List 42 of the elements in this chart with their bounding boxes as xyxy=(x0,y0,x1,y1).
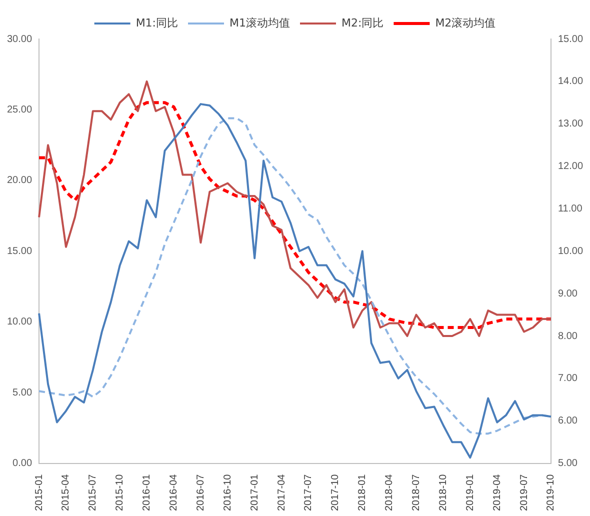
x-tick-label: 2015-04 xyxy=(60,474,72,512)
x-tick-label: 2016-04 xyxy=(168,474,180,512)
y-tick-label: 10.00 xyxy=(6,316,32,328)
y-tick-label: 25.00 xyxy=(6,104,32,116)
y2-tick-label: 7.00 xyxy=(558,373,578,384)
x-tick-label: 2019-07 xyxy=(518,474,530,512)
y2-tick-label: 11.00 xyxy=(558,203,583,214)
x-tick-label: 2017-07 xyxy=(303,474,314,512)
x-tick-label: 2019-04 xyxy=(492,474,503,512)
x-tick-label: 2019-01 xyxy=(464,474,476,512)
y2-tick-label: 10.00 xyxy=(558,246,584,257)
y2-tick-label: 6.00 xyxy=(558,416,578,427)
legend-label: M2:同比 xyxy=(342,16,384,30)
y2-tick-label: 13.00 xyxy=(558,118,584,130)
y2-tick-label: 14.00 xyxy=(558,76,584,88)
y2-tick-label: 8.00 xyxy=(558,330,578,342)
x-tick-label: 2017-10 xyxy=(330,474,342,512)
y2-tick-label: 9.00 xyxy=(558,288,578,300)
x-tick-label: 2016-07 xyxy=(195,474,206,512)
x-tick-label: 2018-07 xyxy=(411,474,422,512)
y-tick-label: 30.00 xyxy=(6,34,32,45)
x-tick-label: 2017-01 xyxy=(249,474,260,512)
x-tick-label: 2018-04 xyxy=(384,474,396,512)
x-tick-label: 2015-01 xyxy=(34,474,45,512)
x-tick-label: 2015-10 xyxy=(114,474,126,512)
x-tick-label: 2016-10 xyxy=(222,474,234,512)
x-tick-label: 2015-07 xyxy=(88,474,99,512)
x-tick-label: 2018-01 xyxy=(357,474,368,512)
y2-tick-label: 5.00 xyxy=(558,458,578,470)
y2-tick-label: 12.00 xyxy=(558,161,584,172)
x-tick-label: 2019-10 xyxy=(546,474,557,512)
y-tick-label: 0.00 xyxy=(12,458,32,470)
legend-label: M2滚动均值 xyxy=(435,16,496,30)
legend-label: M1:同比 xyxy=(136,16,178,30)
x-tick-label: 2016-01 xyxy=(142,474,153,512)
y-tick-label: 20.00 xyxy=(6,175,32,186)
x-tick-label: 2018-10 xyxy=(438,474,449,512)
legend-label: M1滚动均值 xyxy=(230,16,290,30)
y-tick-label: 5.00 xyxy=(12,387,32,398)
y-tick-label: 15.00 xyxy=(6,246,32,257)
x-tick-label: 2017-04 xyxy=(276,474,288,512)
y2-tick-label: 15.00 xyxy=(558,34,584,45)
